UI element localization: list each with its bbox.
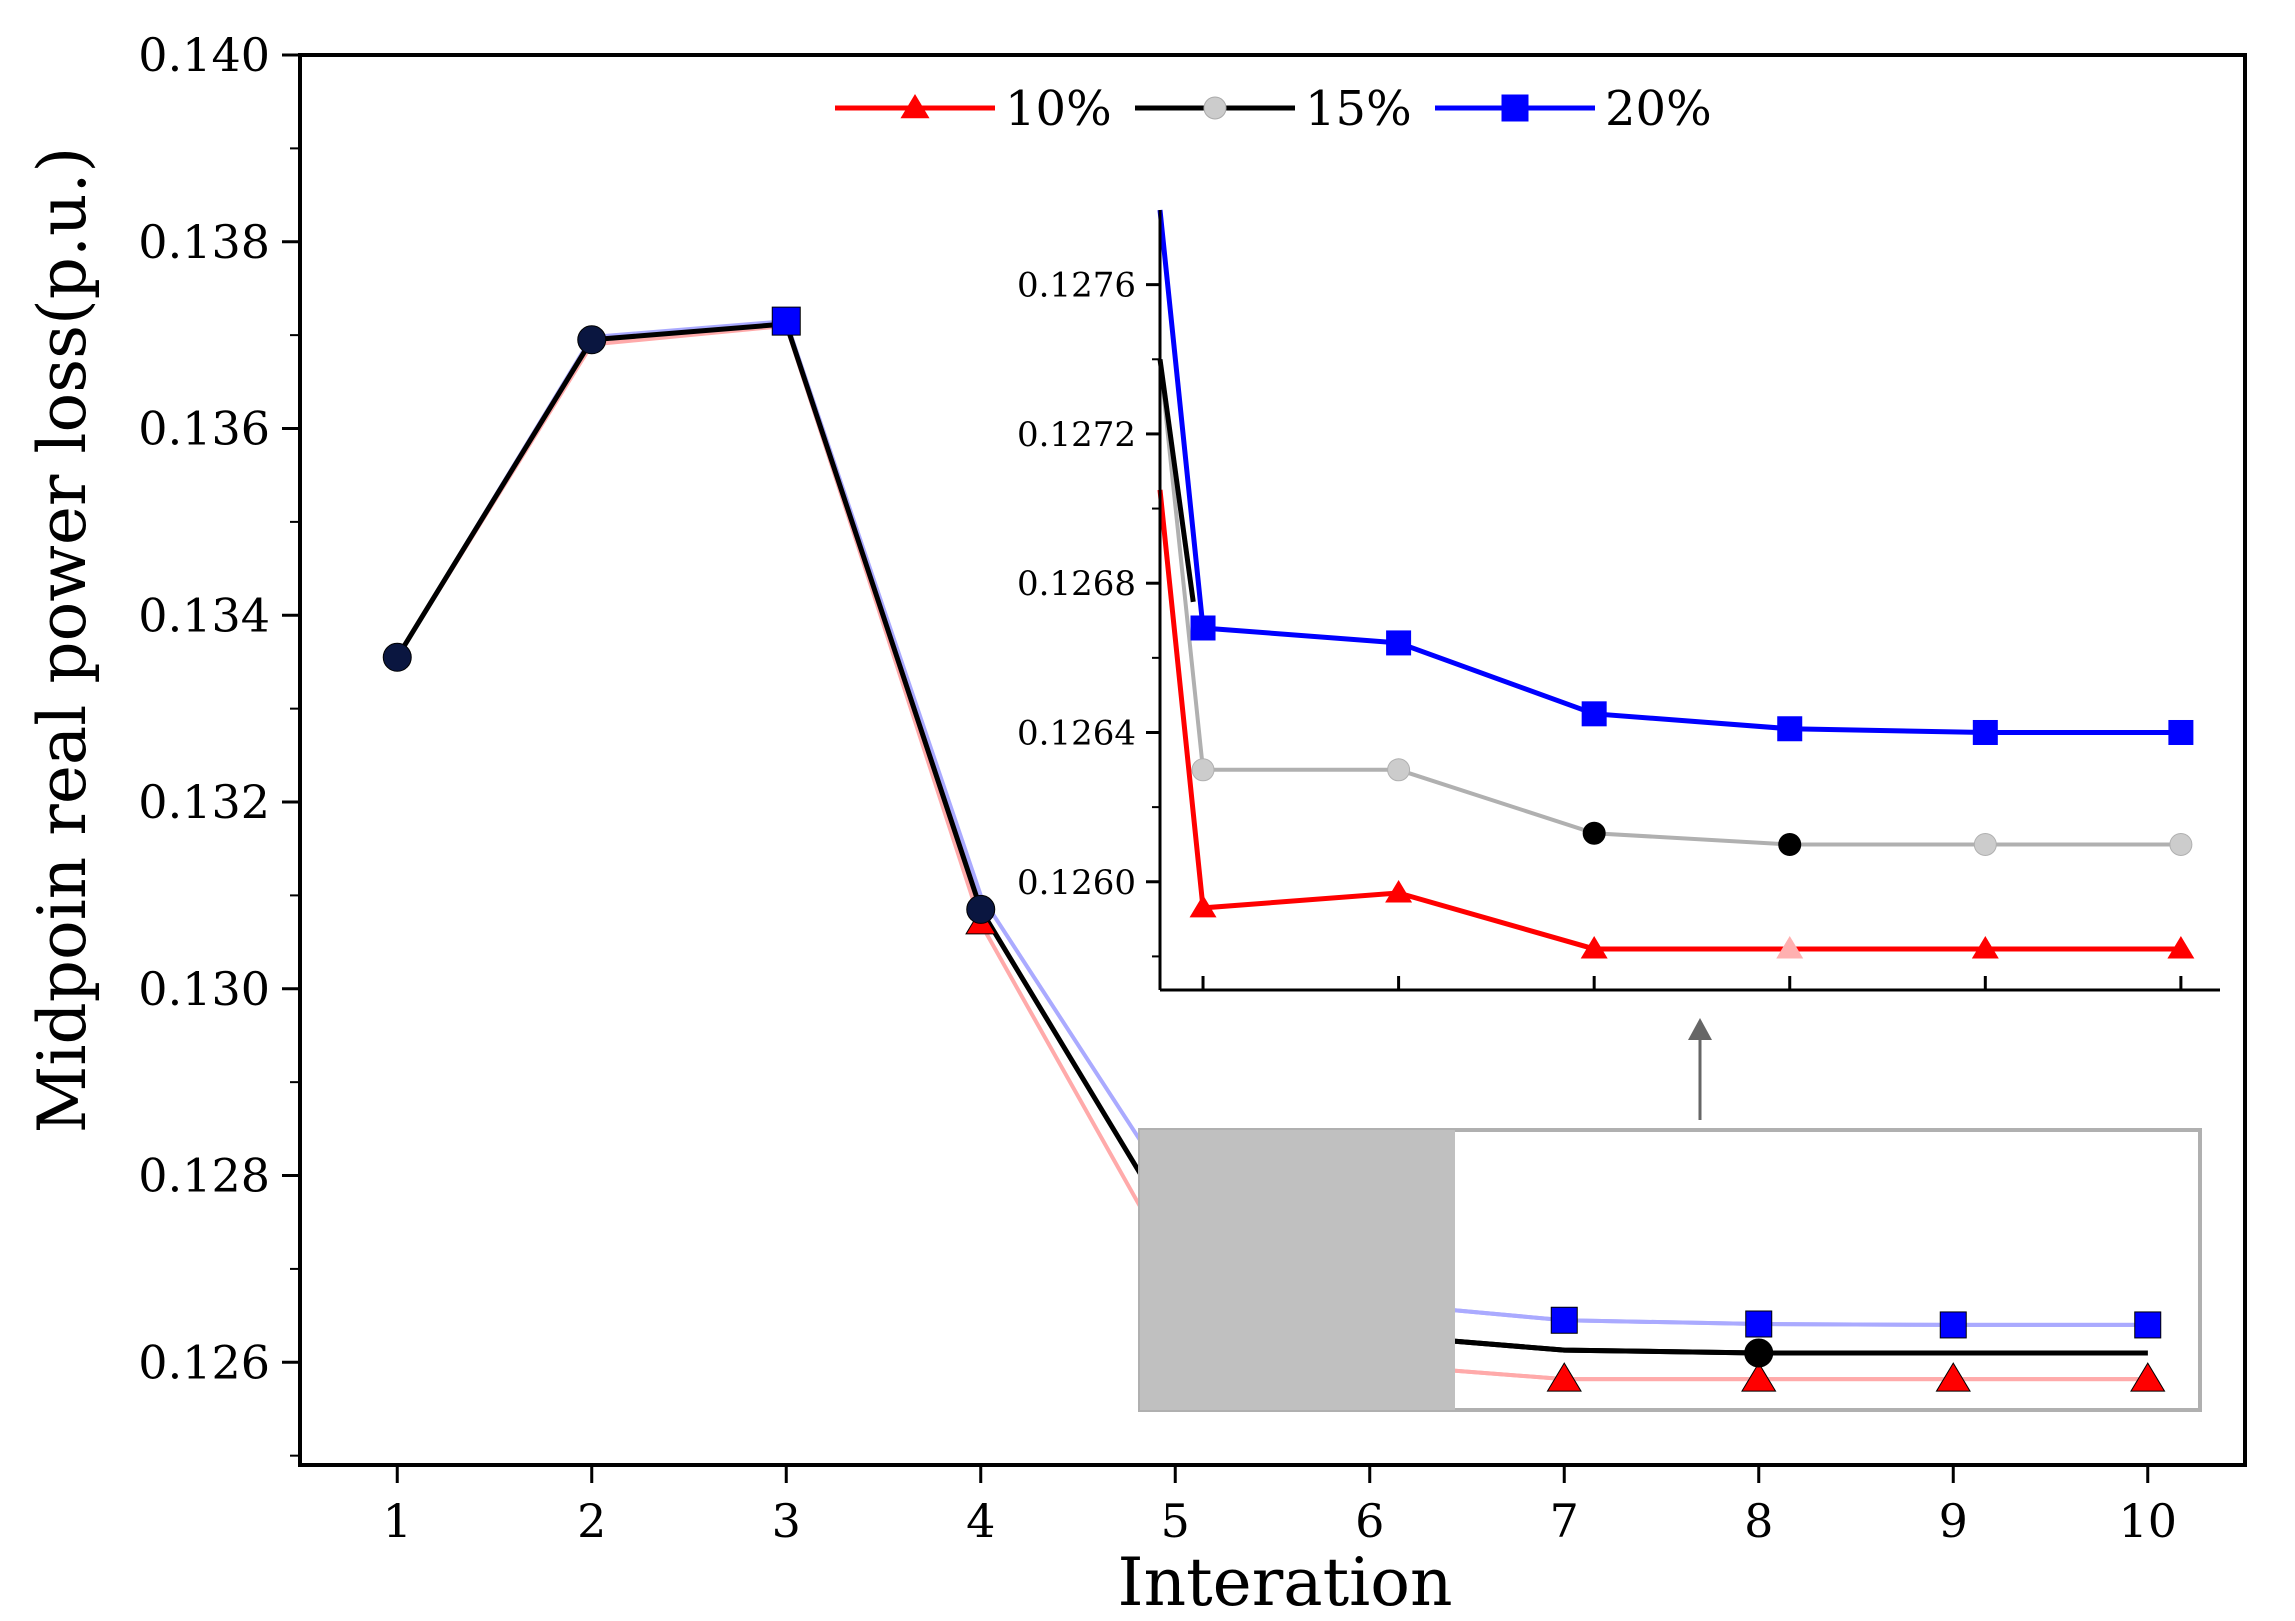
zoom-point-20pct (1939, 1311, 1967, 1339)
y-tick-label: 0.136 (138, 402, 270, 456)
x-tick-label: 10 (2118, 1494, 2177, 1548)
x-tick-label: 9 (1939, 1494, 1968, 1548)
inset-line-15pct-dark (1157, 358, 1196, 603)
main-axes: 1 2 3 4 5 6 7 8 9 10 0.126 0.128 0.130 0.132 0.134 0.13… (138, 28, 2177, 1548)
y-tick-label: 0.130 (138, 962, 270, 1016)
inset-point-10pct (1385, 879, 1413, 903)
x-tick-label: 4 (966, 1494, 995, 1548)
inset-point-20pct (1190, 615, 1216, 641)
plot-frame (298, 53, 2247, 1467)
inset-y-tick-label: 0.1276 (1017, 266, 1136, 306)
inset-point-10pct (1776, 935, 1804, 959)
inset-point-15pct (1778, 832, 1802, 856)
y-tick-label: 0.126 (138, 1335, 270, 1389)
zoom-point-20pct (2134, 1311, 2162, 1339)
legend: 10% 15% 20% (835, 81, 1712, 137)
data-point-15pct (966, 894, 996, 924)
inset-point-10pct (1580, 935, 1608, 959)
inset-point-15pct (1973, 832, 1997, 856)
zoom-point-10pct (1741, 1362, 1777, 1392)
inset-background (1160, 210, 2220, 990)
legend-marker-20pct (1501, 94, 1529, 122)
legend-marker-10pct (900, 94, 930, 119)
data-point-15pct (577, 325, 607, 355)
inset-y-tick-label: 0.1264 (1017, 713, 1136, 753)
zoom-arrow-head (1688, 1018, 1712, 1040)
inset-point-10pct (1971, 935, 1999, 959)
inset-axes: 0.1260 0.1264 0.1268 0.1272 0.1276 (1017, 210, 2220, 992)
inset-point-20pct (2168, 719, 2194, 745)
inset-y-tick-label: 0.1272 (1017, 415, 1136, 455)
legend-label-20pct: 20% (1605, 81, 1712, 137)
inset-point-10pct (1189, 894, 1217, 918)
y-tick-label: 0.128 (138, 1149, 270, 1203)
inset-point-20pct (1581, 701, 1607, 727)
zoom-point-10pct (1546, 1362, 1582, 1392)
legend-label-10pct: 10% (1005, 81, 1112, 137)
inset-point-20pct (1386, 630, 1412, 656)
y-axis-title: Midpoin real power loss(p.u.) (24, 147, 101, 1133)
y-tick-label: 0.134 (138, 588, 270, 642)
zoom-point-20pct (1550, 1306, 1578, 1334)
inset-y-tick-label: 0.1268 (1017, 564, 1136, 604)
inset-point-15pct (1582, 821, 1606, 845)
y-tick-label: 0.132 (138, 775, 270, 829)
inset-point-15pct (1387, 758, 1411, 782)
inset-point-20pct (1777, 716, 1803, 742)
y-tick-label: 0.140 (138, 28, 270, 82)
x-tick-label: 6 (1355, 1494, 1384, 1548)
x-tick-label: 2 (577, 1494, 606, 1548)
zoom-point-20pct (1745, 1310, 1773, 1338)
legend-marker-15pct (1203, 96, 1227, 120)
inset-y-tick-label: 0.1260 (1017, 863, 1136, 903)
data-point-20pct (771, 306, 801, 336)
inset-series-group (1157, 209, 2195, 959)
y-tick-label: 0.138 (138, 215, 270, 269)
x-tick-label: 8 (1744, 1494, 1773, 1548)
inset-point-20pct (1972, 719, 1998, 745)
x-tick-label: 5 (1161, 1494, 1190, 1548)
inset-point-15pct (1191, 758, 1215, 782)
x-tick-label: 1 (383, 1494, 412, 1548)
zoom-point-15pct (1744, 1338, 1774, 1368)
data-point-15pct (382, 642, 412, 672)
legend-label-15pct: 15% (1305, 81, 1412, 137)
zoom-region-shade-overlay (1140, 1130, 1455, 1410)
zoom-series-group (1140, 1130, 2166, 1410)
inset-point-10pct (2167, 935, 2195, 959)
zoom-point-10pct (2130, 1362, 2166, 1392)
x-axis-title: Interation (1118, 1544, 1453, 1621)
zoom-point-10pct (1935, 1362, 1971, 1392)
inset-point-15pct (2169, 832, 2193, 856)
x-tick-label: 7 (1550, 1494, 1579, 1548)
x-tick-label: 3 (772, 1494, 801, 1548)
